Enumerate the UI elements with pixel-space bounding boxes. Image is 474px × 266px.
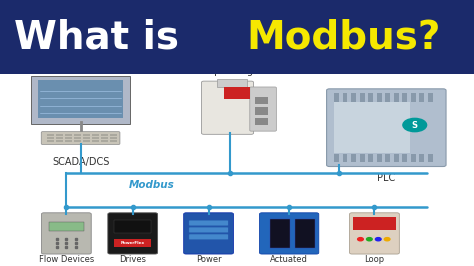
FancyBboxPatch shape bbox=[65, 137, 72, 139]
FancyBboxPatch shape bbox=[56, 140, 63, 142]
FancyBboxPatch shape bbox=[92, 134, 99, 136]
FancyBboxPatch shape bbox=[343, 93, 347, 102]
FancyBboxPatch shape bbox=[402, 93, 407, 102]
FancyBboxPatch shape bbox=[353, 218, 395, 230]
FancyBboxPatch shape bbox=[47, 134, 54, 136]
FancyBboxPatch shape bbox=[108, 213, 157, 254]
Text: Actuated
Valves: Actuated Valves bbox=[270, 255, 308, 266]
Text: Drives: Drives bbox=[119, 255, 146, 264]
FancyBboxPatch shape bbox=[189, 227, 228, 233]
FancyBboxPatch shape bbox=[47, 137, 54, 139]
FancyBboxPatch shape bbox=[255, 97, 268, 104]
FancyBboxPatch shape bbox=[83, 140, 90, 142]
FancyBboxPatch shape bbox=[74, 137, 81, 139]
FancyBboxPatch shape bbox=[56, 137, 63, 139]
Text: S: S bbox=[412, 120, 418, 130]
FancyBboxPatch shape bbox=[38, 80, 123, 118]
FancyBboxPatch shape bbox=[385, 93, 390, 102]
FancyBboxPatch shape bbox=[47, 140, 54, 142]
FancyBboxPatch shape bbox=[92, 137, 99, 139]
FancyBboxPatch shape bbox=[250, 87, 276, 131]
FancyBboxPatch shape bbox=[360, 93, 365, 102]
FancyBboxPatch shape bbox=[327, 89, 446, 167]
FancyBboxPatch shape bbox=[343, 154, 347, 162]
FancyBboxPatch shape bbox=[411, 93, 416, 102]
Text: Modbus: Modbus bbox=[129, 180, 174, 190]
FancyBboxPatch shape bbox=[114, 239, 152, 247]
FancyBboxPatch shape bbox=[217, 79, 247, 87]
FancyBboxPatch shape bbox=[224, 87, 250, 99]
FancyBboxPatch shape bbox=[419, 154, 424, 162]
FancyBboxPatch shape bbox=[184, 213, 233, 254]
FancyBboxPatch shape bbox=[65, 140, 72, 142]
FancyBboxPatch shape bbox=[92, 140, 99, 142]
FancyBboxPatch shape bbox=[350, 213, 399, 254]
FancyBboxPatch shape bbox=[295, 219, 315, 248]
FancyBboxPatch shape bbox=[360, 154, 365, 162]
Text: Power
Measurement: Power Measurement bbox=[180, 255, 237, 266]
FancyBboxPatch shape bbox=[110, 137, 117, 139]
FancyBboxPatch shape bbox=[101, 137, 108, 139]
FancyBboxPatch shape bbox=[334, 154, 339, 162]
Circle shape bbox=[358, 238, 363, 241]
FancyBboxPatch shape bbox=[110, 140, 117, 142]
FancyBboxPatch shape bbox=[428, 93, 433, 102]
Circle shape bbox=[375, 238, 381, 241]
FancyBboxPatch shape bbox=[428, 154, 433, 162]
FancyBboxPatch shape bbox=[419, 93, 424, 102]
FancyBboxPatch shape bbox=[259, 213, 319, 254]
FancyBboxPatch shape bbox=[368, 93, 373, 102]
FancyBboxPatch shape bbox=[351, 154, 356, 162]
FancyBboxPatch shape bbox=[411, 154, 416, 162]
FancyBboxPatch shape bbox=[385, 154, 390, 162]
Text: Loop
Controllers: Loop Controllers bbox=[351, 255, 398, 266]
FancyBboxPatch shape bbox=[394, 93, 399, 102]
Circle shape bbox=[384, 238, 390, 241]
FancyBboxPatch shape bbox=[0, 0, 474, 74]
FancyBboxPatch shape bbox=[334, 93, 339, 102]
FancyBboxPatch shape bbox=[351, 93, 356, 102]
FancyBboxPatch shape bbox=[65, 134, 72, 136]
FancyBboxPatch shape bbox=[48, 222, 84, 231]
FancyBboxPatch shape bbox=[255, 118, 268, 125]
FancyBboxPatch shape bbox=[41, 132, 120, 144]
Text: CompactLogix™: CompactLogix™ bbox=[192, 66, 272, 76]
FancyBboxPatch shape bbox=[114, 220, 152, 234]
FancyBboxPatch shape bbox=[83, 134, 90, 136]
FancyBboxPatch shape bbox=[377, 93, 382, 102]
Text: PowerFlex: PowerFlex bbox=[121, 241, 145, 245]
FancyBboxPatch shape bbox=[402, 154, 407, 162]
FancyBboxPatch shape bbox=[74, 134, 81, 136]
FancyBboxPatch shape bbox=[0, 74, 474, 266]
FancyBboxPatch shape bbox=[189, 220, 228, 226]
FancyBboxPatch shape bbox=[83, 137, 90, 139]
FancyBboxPatch shape bbox=[101, 140, 108, 142]
FancyBboxPatch shape bbox=[270, 219, 290, 248]
FancyBboxPatch shape bbox=[201, 81, 254, 134]
Text: PLC: PLC bbox=[377, 173, 395, 183]
FancyBboxPatch shape bbox=[31, 76, 130, 124]
FancyBboxPatch shape bbox=[110, 134, 117, 136]
FancyBboxPatch shape bbox=[334, 102, 410, 153]
Text: SCADA/DCS: SCADA/DCS bbox=[52, 157, 109, 167]
Circle shape bbox=[366, 238, 372, 241]
FancyBboxPatch shape bbox=[377, 154, 382, 162]
Text: Modbus?: Modbus? bbox=[246, 18, 441, 56]
Circle shape bbox=[403, 118, 427, 132]
FancyBboxPatch shape bbox=[101, 134, 108, 136]
Text: Flow Devices: Flow Devices bbox=[39, 255, 94, 264]
FancyBboxPatch shape bbox=[394, 154, 399, 162]
FancyBboxPatch shape bbox=[255, 107, 268, 115]
FancyBboxPatch shape bbox=[368, 154, 373, 162]
FancyBboxPatch shape bbox=[189, 234, 228, 240]
FancyBboxPatch shape bbox=[42, 213, 91, 254]
Text: What is: What is bbox=[14, 18, 193, 56]
FancyBboxPatch shape bbox=[56, 134, 63, 136]
FancyBboxPatch shape bbox=[74, 140, 81, 142]
